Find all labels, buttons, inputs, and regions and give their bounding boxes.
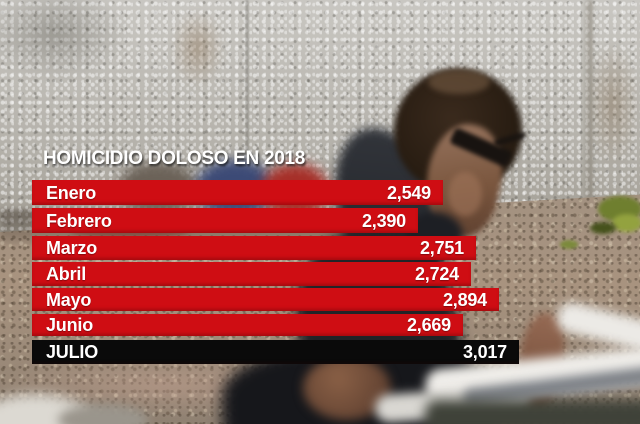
- bar-month-label: Junio: [46, 315, 93, 335]
- wall-seam: [586, 0, 593, 205]
- bar-row-julio: JULIO 3,017: [32, 340, 519, 364]
- bar-value-label: 2,751: [419, 238, 464, 258]
- bar-row-mayo: Mayo 2,894: [32, 288, 499, 311]
- bar-month-label: Abril: [46, 264, 87, 284]
- bar-row-enero: Enero 2,549: [32, 180, 443, 205]
- leaf: [560, 240, 578, 249]
- bar-value-label: 2,724: [414, 264, 459, 284]
- corner-grey-blur: [58, 404, 148, 424]
- bar-value-label: 2,669: [406, 315, 451, 335]
- leaf: [612, 214, 640, 232]
- bar-value-label: 2,549: [386, 182, 431, 203]
- bar-month-label: Marzo: [46, 238, 98, 258]
- bar-month-label: JULIO: [46, 342, 99, 362]
- bar-value-label: 2,390: [361, 210, 406, 231]
- wall-stain: [585, 40, 640, 170]
- bar-value-label: 2,894: [442, 289, 487, 310]
- bar-row-junio: Junio 2,669: [32, 314, 463, 336]
- chart-title: HOMICIDIO DOLOSO EN 2018: [43, 148, 306, 169]
- bar-value-label: 3,017: [462, 342, 507, 362]
- bar-month-label: Enero: [46, 182, 97, 203]
- bar-month-label: Febrero: [46, 210, 112, 231]
- bar-row-marzo: Marzo 2,751: [32, 236, 476, 260]
- man-cheek: [448, 172, 482, 216]
- wall-crack: [246, 0, 248, 165]
- wall-stain: [170, 8, 225, 88]
- bar-row-febrero: Febrero 2,390: [32, 208, 418, 233]
- bar-row-abril: Abril 2,724: [32, 262, 471, 286]
- bottom-dark-blur: [425, 400, 640, 424]
- leaf: [590, 222, 616, 234]
- bar-month-label: Mayo: [46, 289, 92, 310]
- hair-highlight: [428, 70, 490, 94]
